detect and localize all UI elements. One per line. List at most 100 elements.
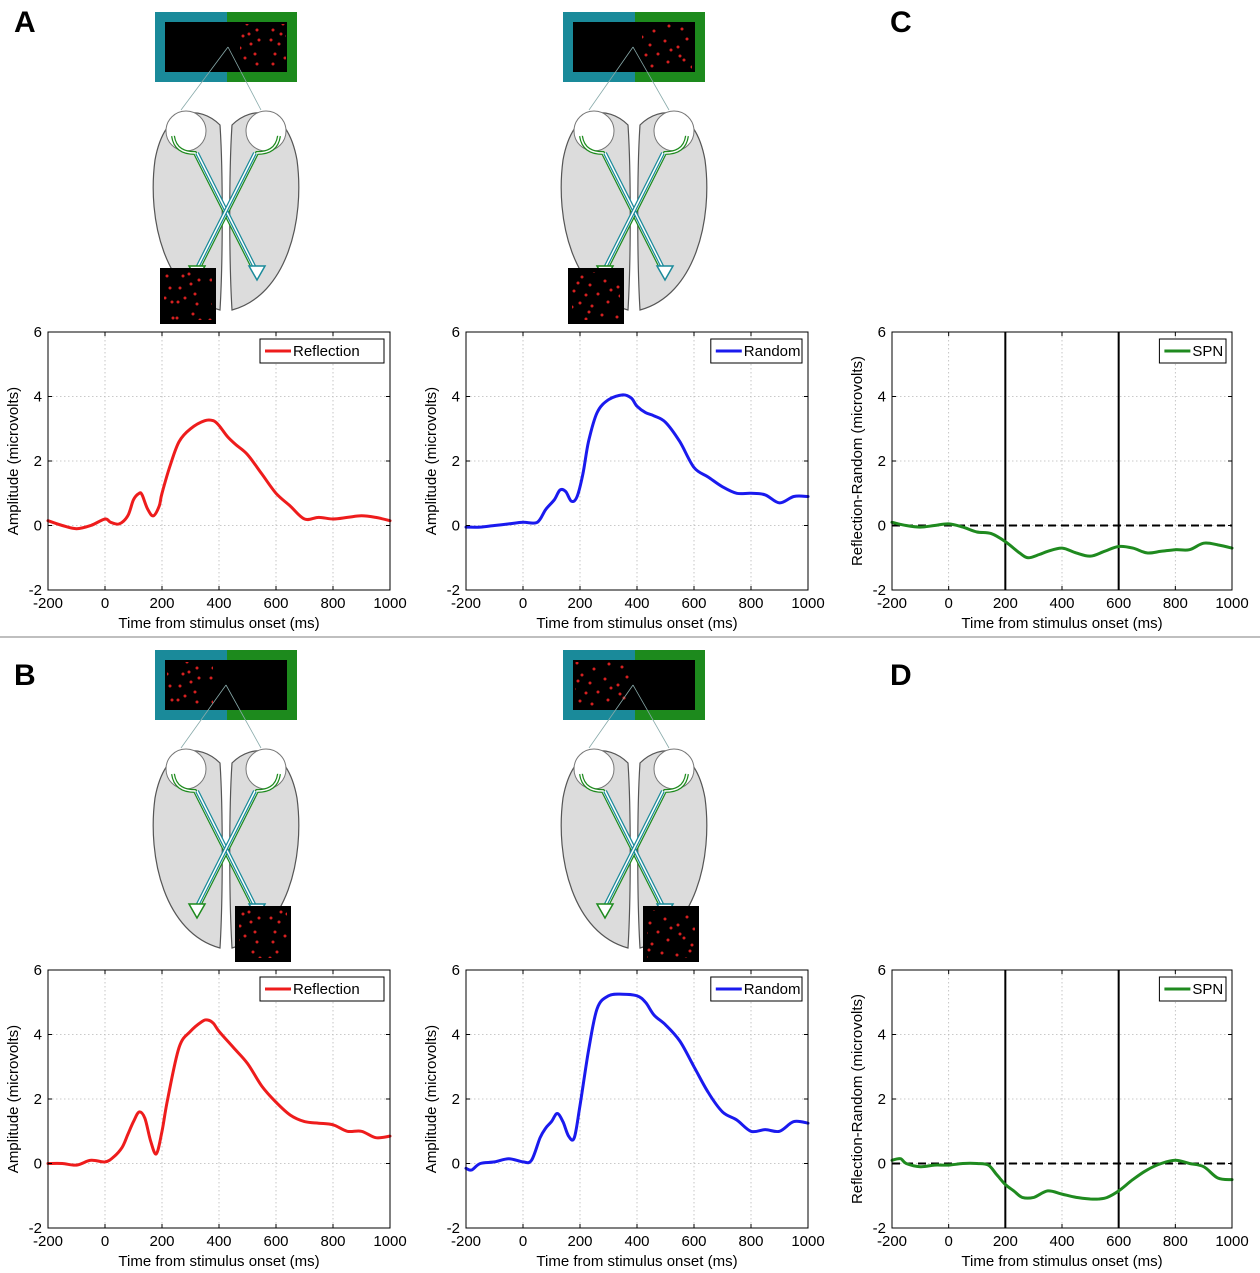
- y-tick-label: -2: [873, 1220, 886, 1237]
- legend-label: SPN: [1192, 981, 1223, 998]
- y-tick-label: 6: [878, 324, 886, 341]
- chart-d-spn: -200 0 200 400 600 800 1000 -2 0 2 4 6 Time from sti…: [849, 962, 1249, 1270]
- y-tick-label: -2: [447, 1220, 460, 1237]
- stimulus-schematic-b-reflection: [151, 650, 301, 962]
- sight-line: [632, 684, 670, 749]
- x-tick-label: 400: [624, 595, 649, 612]
- y-tick-label: 2: [34, 453, 42, 470]
- chart-a-random: -200 0 200 400 600 800 1000 -2 0 2 4 6 Time from sti…: [423, 324, 825, 632]
- y-tick-label: 4: [878, 1027, 886, 1044]
- y-tick-label: 4: [34, 389, 42, 406]
- x-tick-label: 1000: [373, 595, 406, 612]
- y-tick-label: 6: [34, 324, 42, 341]
- y-tick-label: 6: [34, 962, 42, 979]
- stimulus-schematic-a-reflection: [151, 12, 301, 324]
- projected-stimulus-pattern: [164, 272, 212, 320]
- x-tick-label: 400: [206, 595, 231, 612]
- stimulus-pattern: [575, 662, 629, 708]
- sight-line: [632, 46, 670, 111]
- chart-b-random: -200 0 200 400 600 800 1000 -2 0 2 4 6 Time from sti…: [423, 962, 825, 1270]
- x-tick-label: -200: [877, 1233, 907, 1250]
- y-axis-title: Amplitude (microvolts): [423, 1025, 440, 1173]
- series-line-spn: [890, 520, 1234, 560]
- legend-label: Random: [744, 981, 801, 998]
- x-tick-label: 400: [624, 1233, 649, 1250]
- sight-line: [227, 46, 262, 111]
- y-tick-label: 0: [452, 518, 460, 535]
- x-tick-label: 600: [681, 1233, 706, 1250]
- x-tick-label: 800: [1163, 595, 1188, 612]
- panel-letter-b: B: [14, 659, 36, 692]
- panel-letter-a: A: [14, 6, 36, 39]
- x-tick-label: 400: [1049, 595, 1074, 612]
- x-tick-label: 200: [993, 1233, 1018, 1250]
- chart-c-spn: -200 0 200 400 600 800 1000 -2 0 2 4 6 Time from sti…: [849, 324, 1249, 632]
- y-axis-title: Amplitude (microvolts): [423, 387, 440, 535]
- chart-a-reflection: -200 0 200 400 600 800 1000 -2 0 2 4 6 Time from sti…: [5, 324, 407, 632]
- y-axis-title: Amplitude (microvolts): [5, 1025, 22, 1173]
- x-tick-label: 800: [320, 595, 345, 612]
- y-tick-label: 2: [452, 453, 460, 470]
- x-tick-label: 200: [149, 1233, 174, 1250]
- y-tick-label: 0: [34, 1156, 42, 1173]
- legend-box: [710, 976, 803, 1002]
- x-axis-title: Time from stimulus onset (ms): [118, 1253, 319, 1270]
- legend-label: Reflection: [293, 981, 360, 998]
- x-tick-label: 400: [206, 1233, 231, 1250]
- x-tick-label: 800: [1163, 1233, 1188, 1250]
- x-tick-label: -200: [451, 1233, 481, 1250]
- x-tick-label: 0: [101, 595, 109, 612]
- x-tick-label: -200: [877, 595, 907, 612]
- x-tick-label: 600: [1106, 595, 1131, 612]
- y-tick-label: 6: [452, 962, 460, 979]
- x-axis-title: Time from stimulus onset (ms): [961, 615, 1162, 632]
- y-tick-label: 4: [34, 1027, 42, 1044]
- x-tick-label: 1000: [791, 595, 824, 612]
- x-tick-label: -200: [451, 595, 481, 612]
- x-tick-label: 0: [101, 1233, 109, 1250]
- x-axis-title: Time from stimulus onset (ms): [118, 615, 319, 632]
- y-tick-label: 0: [878, 1156, 886, 1173]
- y-tick-label: 2: [452, 1091, 460, 1108]
- series-line-random: [464, 393, 810, 529]
- y-tick-label: -2: [873, 582, 886, 599]
- panel-letter-c: C: [890, 6, 912, 39]
- y-tick-label: 4: [878, 389, 886, 406]
- x-tick-label: 0: [944, 595, 952, 612]
- x-tick-label: 600: [1106, 1233, 1131, 1250]
- series-line-reflection: [46, 418, 392, 531]
- y-tick-label: 2: [878, 453, 886, 470]
- series-line-reflection: [46, 1018, 392, 1167]
- y-tick-label: 0: [878, 518, 886, 535]
- y-tick-label: 4: [452, 389, 460, 406]
- stimulus-schematic-a-random: [559, 12, 709, 324]
- stimulus-schematic-b-random: [559, 650, 709, 962]
- sight-line: [588, 46, 634, 111]
- stimulus-pattern: [240, 24, 286, 70]
- x-axis-title: Time from stimulus onset (ms): [536, 1253, 737, 1270]
- x-tick-label: 0: [519, 595, 527, 612]
- panel-letter-d: D: [890, 659, 912, 692]
- stimulus-pattern: [167, 662, 213, 708]
- x-axis-title: Time from stimulus onset (ms): [961, 1253, 1162, 1270]
- x-tick-label: 200: [149, 595, 174, 612]
- sight-line: [225, 684, 262, 749]
- y-tick-label: 0: [452, 1156, 460, 1173]
- legend-label: SPN: [1192, 343, 1223, 360]
- y-axis-title: Reflection-Random (microvolts): [849, 994, 866, 1204]
- y-tick-label: 6: [452, 324, 460, 341]
- x-axis-title: Time from stimulus onset (ms): [536, 615, 737, 632]
- series-line-random: [464, 992, 810, 1172]
- x-tick-label: 200: [993, 595, 1018, 612]
- y-tick-label: 6: [878, 962, 886, 979]
- x-tick-label: 0: [519, 1233, 527, 1250]
- projected-stimulus-pattern: [572, 272, 620, 320]
- y-tick-label: -2: [447, 582, 460, 599]
- x-tick-label: 1000: [1215, 595, 1248, 612]
- x-tick-label: -200: [33, 595, 63, 612]
- x-tick-label: 200: [567, 1233, 592, 1250]
- x-tick-label: 400: [1049, 1233, 1074, 1250]
- y-tick-label: -2: [29, 1220, 42, 1237]
- sight-line: [180, 684, 227, 749]
